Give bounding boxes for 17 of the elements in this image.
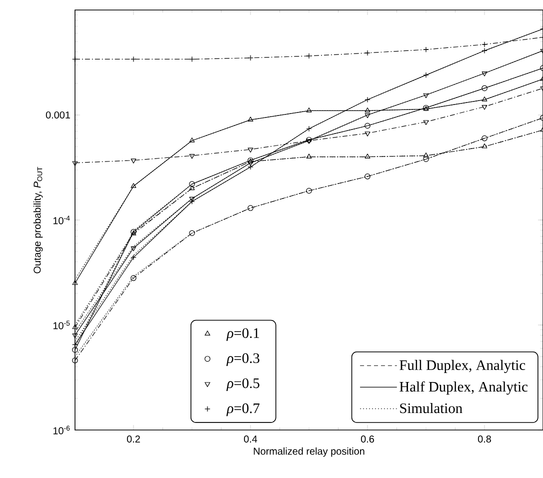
- x-axis-title: Normalized relay position: [254, 447, 364, 457]
- legend-label: ρ=0.1: [226, 328, 260, 341]
- x-tick-label: 0.4: [244, 436, 258, 443]
- y-tick-label: 10$^{-5}$: [53, 320, 70, 330]
- x-tick-label: 0.8: [478, 436, 491, 443]
- x-tick-label: 0.2: [126, 436, 140, 443]
- legend-label: Full Duplex, Analytic: [400, 360, 526, 374]
- legend-label: Simulation: [400, 402, 462, 414]
- y-tick-label: 0.001: [46, 111, 70, 119]
- x-tick-label: 0.6: [360, 436, 374, 443]
- legend-label: ρ=0.5: [226, 378, 260, 392]
- legend-label: ρ=0.3: [226, 353, 260, 366]
- legend-label: ρ=0.7: [226, 403, 260, 416]
- y-tick-label: 10$^{-4}$: [53, 216, 70, 224]
- y-tick-label: 10$^{-6}$: [53, 426, 70, 434]
- legend-label: Half Duplex, Analytic: [400, 381, 528, 395]
- y-axis-title: Outage probability, P$_{OUT}$: [33, 166, 43, 274]
